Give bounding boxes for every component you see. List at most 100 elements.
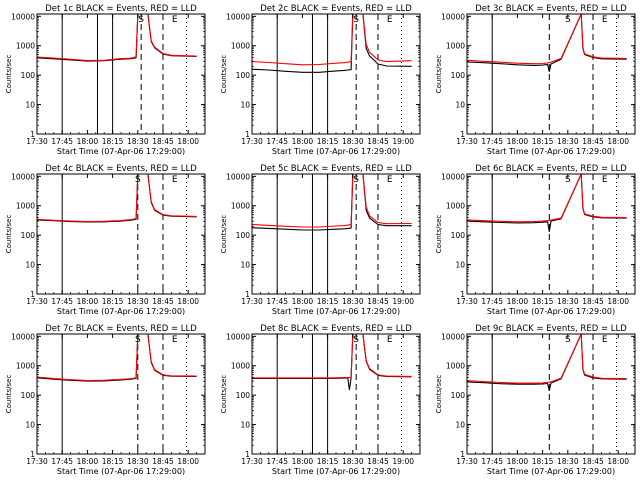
series-group [467, 334, 627, 392]
reference-lines [61, 14, 188, 134]
x-tick-label: 19:00 [392, 457, 414, 466]
x-tick-label: 18:30 [557, 297, 579, 306]
x-tick-label: 18:00 [607, 457, 629, 466]
y-tick-label: 1000 [16, 202, 35, 211]
y-tick-label: 1 [245, 450, 250, 459]
y-tick-label: 10 [25, 421, 35, 430]
x-tick-label: 19:00 [392, 137, 414, 146]
x-tick-label: 18:30 [127, 457, 149, 466]
panel-title: Det 1c BLACK = Events, RED = LLD [45, 4, 197, 14]
y-tick-label: 10 [455, 261, 465, 270]
x-tick-label: 17:30 [241, 457, 263, 466]
x-tick-label: 18:45 [367, 137, 389, 146]
x-tick-label: 17:45 [51, 457, 73, 466]
y-tick-label: 100 [236, 391, 251, 400]
y-tick-label: 100 [236, 71, 251, 80]
panel-title: Det 3c BLACK = Events, RED = LLD [475, 4, 627, 14]
y-tick-label: 10000 [11, 172, 35, 181]
y-axis-label: Counts/sec [220, 375, 228, 414]
x-tick-label: 17:30 [26, 137, 48, 146]
x-tick-label: 17:45 [266, 137, 288, 146]
y-axis-label: Counts/sec [220, 215, 228, 254]
x-tick-label: 18:00 [507, 137, 529, 146]
x-tick-label: 18:00 [607, 137, 629, 146]
series-lld [37, 14, 197, 62]
y-tick-label: 1 [30, 130, 35, 139]
panel-title: Det 4c BLACK = Events, RED = LLD [45, 164, 197, 174]
y-tick-label: 100 [451, 231, 466, 240]
y-tick-label: 100 [451, 391, 466, 400]
x-axis-label: Start Time (07-Apr-06 17:29:00) [57, 467, 185, 476]
x-tick-label: 17:30 [26, 297, 48, 306]
y-tick-label: 10 [25, 261, 35, 270]
reference-lines [491, 174, 618, 294]
series-group [467, 14, 627, 72]
x-tick-label: 18:00 [292, 137, 314, 146]
marker-e: E [172, 15, 178, 25]
y-tick-label: 100 [21, 231, 36, 240]
y-tick-label: 100 [236, 231, 251, 240]
x-tick-label: 17:45 [481, 137, 503, 146]
x-tick-label: 17:45 [51, 137, 73, 146]
reference-lines [276, 334, 403, 454]
series-events [252, 174, 412, 231]
y-tick-label: 1 [245, 290, 250, 299]
x-tick-label: 18:00 [507, 297, 529, 306]
y-tick-label: 10000 [441, 332, 465, 341]
x-tick-label: 18:30 [342, 457, 364, 466]
series-lld [252, 174, 412, 228]
y-tick-label: 1000 [231, 202, 250, 211]
x-tick-label: 18:00 [177, 297, 199, 306]
x-tick-label: 18:45 [582, 137, 604, 146]
x-axis-label: Start Time (07-Apr-06 17:29:00) [57, 307, 185, 316]
y-tick-label: 1 [245, 130, 250, 139]
marker-s: S [565, 175, 571, 185]
x-tick-label: 18:30 [342, 137, 364, 146]
marker-e: E [172, 175, 178, 185]
x-tick-label: 18:45 [582, 457, 604, 466]
x-tick-label: 17:30 [241, 297, 263, 306]
series-group [252, 334, 412, 391]
x-tick-label: 17:45 [51, 297, 73, 306]
x-tick-label: 18:15 [532, 297, 554, 306]
series-group [467, 174, 627, 232]
y-axis-label: Counts/sec [5, 375, 13, 414]
marker-s: S [353, 335, 359, 345]
series-lld [252, 334, 412, 379]
y-axis-label: Counts/sec [220, 55, 228, 94]
x-tick-label: 18:45 [152, 297, 174, 306]
x-tick-label: 18:15 [317, 297, 339, 306]
x-axis-label: Start Time (07-Apr-06 17:29:00) [487, 307, 615, 316]
x-tick-label: 18:15 [317, 137, 339, 146]
x-tick-label: 17:30 [456, 137, 478, 146]
x-tick-label: 18:15 [102, 137, 124, 146]
reference-lines [491, 334, 618, 454]
y-tick-label: 10 [240, 421, 250, 430]
y-tick-label: 10000 [11, 12, 35, 21]
marker-e: E [602, 335, 608, 345]
y-tick-label: 10 [455, 421, 465, 430]
y-tick-label: 1000 [16, 362, 35, 371]
x-tick-label: 18:15 [532, 457, 554, 466]
x-tick-label: 18:15 [102, 457, 124, 466]
panel-title: Det 7c BLACK = Events, RED = LLD [45, 324, 197, 334]
marker-e: E [387, 15, 393, 25]
y-tick-label: 1000 [446, 42, 465, 51]
series-lld [252, 14, 412, 66]
x-tick-label: 18:00 [77, 457, 99, 466]
y-tick-label: 10 [25, 101, 35, 110]
marker-e: E [387, 175, 393, 185]
panel-title: Det 6c BLACK = Events, RED = LLD [475, 164, 627, 174]
reference-lines [276, 14, 403, 134]
y-tick-label: 1 [460, 130, 465, 139]
marker-s: S [135, 335, 141, 345]
marker-s: S [135, 175, 141, 185]
